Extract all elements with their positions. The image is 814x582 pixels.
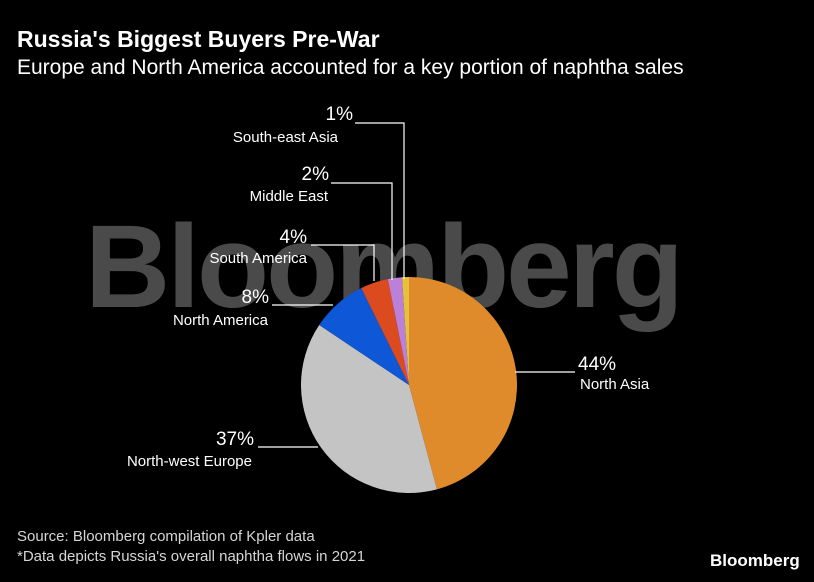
category-label-north-west-europe: North-west Europe [127,453,252,470]
pie-slice-north-west-europe [301,325,437,493]
value-label-north-asia: 44% [578,354,616,375]
leader-line-south-east-asia [355,122,405,279]
data-footnote: *Data depicts Russia's overall naphtha f… [17,548,366,565]
pie-slice-middle-east [387,277,409,385]
bloomberg-logo: Bloomberg [710,551,800,570]
leader-line-south-america [311,244,375,281]
value-label-south-east-asia: 1% [326,104,354,125]
category-label-middle-east: Middle East [250,188,329,205]
category-label-north-america: North America [173,312,269,329]
value-label-north-west-europe: 37% [216,429,254,450]
value-label-middle-east: 2% [302,164,330,185]
chart-subtitle: Europe and North America accounted for a… [17,56,684,79]
leader-line-middle-east [331,182,393,280]
value-label-south-america: 4% [280,227,308,248]
pie-slice-south-america [361,279,409,385]
category-label-north-asia: North Asia [580,376,650,393]
pie-slice-south-east-asia [401,277,409,385]
pie-slice-north-america [319,288,409,385]
category-label-south-america: South America [209,250,307,267]
value-label-north-america: 8% [242,287,270,308]
source-note: Source: Bloomberg compilation of Kpler d… [17,528,315,545]
chart-title: Russia's Biggest Buyers Pre-War [17,26,380,52]
pie-slice-north-asia [409,277,517,490]
category-label-south-east-asia: South-east Asia [233,129,339,146]
